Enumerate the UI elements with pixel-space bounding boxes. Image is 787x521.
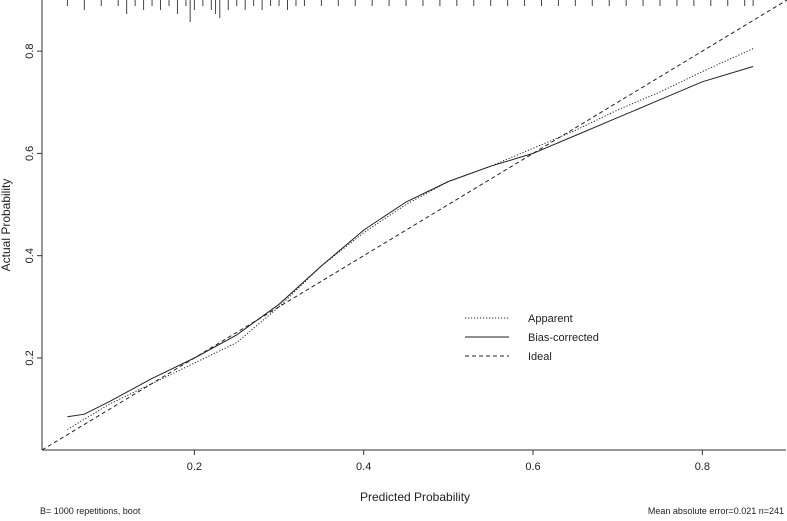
plot-frame	[41, 0, 786, 451]
y-tick-label: 0.4	[24, 248, 36, 263]
y-axis: 0.2 0.4 0.6 0.8	[24, 43, 42, 366]
repetitions-note: B= 1000 repetitions, boot	[40, 506, 141, 516]
x-tick-label: 0.2	[187, 461, 202, 473]
y-tick-label: 0.6	[24, 146, 36, 161]
legend-label: Apparent	[528, 313, 573, 325]
mean-error-note: Mean absolute error=0.021 n=241	[647, 506, 784, 516]
series-line-ideal	[41, 0, 787, 451]
x-axis-title: Predicted Probability	[360, 490, 470, 504]
legend: Apparent Bias-corrected Ideal	[465, 313, 599, 363]
y-tick-label: 0.2	[24, 350, 36, 365]
x-tick-label: 0.4	[356, 461, 371, 473]
legend-label: Ideal	[528, 351, 552, 363]
legend-label: Bias-corrected	[528, 332, 599, 344]
series-line-bias-corrected	[67, 66, 754, 418]
y-tick-label: 0.8	[24, 43, 36, 58]
rug-marks	[66, 0, 754, 22]
x-tick-label: 0.8	[695, 461, 710, 473]
y-axis-title: Actual Probability	[0, 179, 13, 272]
x-axis: 0.2 0.4 0.6 0.8	[187, 450, 710, 473]
x-tick-label: 0.6	[525, 461, 540, 473]
series-lines	[41, 0, 787, 451]
